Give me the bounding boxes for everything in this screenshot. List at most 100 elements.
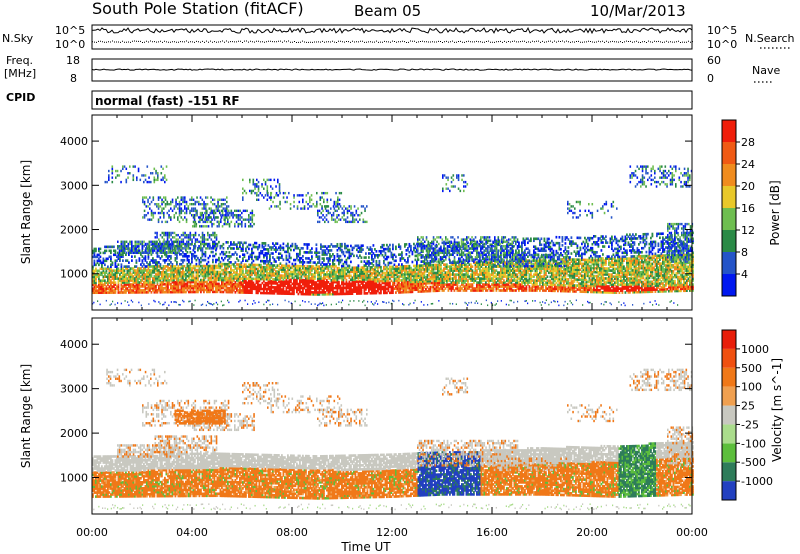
power-cell: [529, 249, 531, 252]
power-cell: [236, 253, 238, 256]
power-cell: [316, 243, 318, 246]
power-cell: [208, 261, 210, 264]
power-cell: [188, 259, 190, 262]
power-cell: [94, 260, 96, 263]
power-cell: [344, 255, 346, 258]
power-cell: [323, 257, 325, 260]
power-cell: [391, 262, 393, 265]
power-cell: [376, 250, 378, 253]
power-cell: [463, 251, 465, 254]
power-cell: [100, 248, 102, 251]
power-cell: [401, 251, 403, 254]
power-cell: [371, 248, 373, 251]
power-cell: [362, 244, 364, 247]
cpid-panel: CPID normal (fast) -151 RF: [6, 91, 692, 109]
power-cell: [122, 259, 124, 262]
power-cell: [400, 245, 402, 248]
power-cell: [292, 243, 294, 246]
power-cell: [380, 266, 382, 269]
power-cell: [548, 238, 550, 241]
power-cell: [302, 247, 304, 250]
power-cell: [395, 259, 397, 262]
power-cell: [176, 261, 178, 264]
power-cell: [443, 259, 445, 262]
power-cell: [290, 249, 292, 252]
power-cell: [239, 255, 241, 258]
power-cell: [349, 249, 351, 252]
power-cell: [389, 244, 391, 247]
power-cell: [223, 243, 225, 246]
freq-tick-bottom: 8: [70, 72, 77, 85]
nsky-label: N.Sky: [2, 32, 34, 45]
power-cell: [110, 250, 112, 253]
power-cell: [170, 255, 172, 258]
power-cell: [283, 243, 285, 246]
power-cell: [233, 247, 235, 250]
power-cell: [283, 247, 285, 250]
station-title: South Pole Station (fitACF): [92, 0, 304, 18]
power-cell: [358, 264, 360, 267]
power-cell: [247, 252, 249, 255]
power-cell: [115, 249, 117, 252]
nsearch-tick-bottom: 10^0: [707, 38, 737, 51]
power-cell: [245, 242, 247, 245]
power-cell: [134, 255, 136, 258]
power-cell: [259, 244, 261, 247]
power-cell: [212, 251, 214, 254]
power-cell: [308, 243, 310, 246]
nsky-tick-top: 10^5: [55, 24, 85, 37]
power-cell: [250, 244, 252, 247]
power-cell: [373, 244, 375, 247]
power-cell: [272, 252, 274, 255]
power-cell: [334, 255, 336, 258]
power-cell: [209, 255, 211, 258]
power-cell: [379, 260, 381, 263]
power-cell: [194, 251, 196, 254]
nsearch-label: N.Search: [745, 32, 795, 45]
power-cell: [215, 253, 217, 256]
power-cell: [160, 263, 162, 266]
power-cell: [191, 243, 193, 246]
freq-label-line2: [MHz]: [4, 67, 36, 80]
power-scatter: [92, 165, 694, 306]
power-cell: [145, 255, 147, 258]
nsearch-tick-top: 10^5: [707, 24, 737, 37]
power-cell: [184, 259, 186, 262]
power-cell: [104, 263, 106, 266]
power-cell: [316, 247, 318, 250]
power-cell: [410, 245, 412, 248]
power-cell: [265, 242, 267, 245]
power-cell: [244, 253, 246, 256]
power-cell: [121, 263, 123, 266]
power-cell: [139, 257, 141, 260]
radar-summary-figure: South Pole Station (fitACF) Beam 05 10/M…: [0, 0, 800, 554]
power-cell: [106, 250, 108, 253]
power-cell: [490, 239, 492, 242]
power-cell: [118, 263, 120, 266]
power-cell: [331, 249, 333, 252]
power-cell: [205, 259, 207, 262]
power-cell: [290, 257, 292, 260]
freq-panel: Freq. [MHz] 18 8 60 0 Nave: [4, 54, 780, 85]
power-cell: [349, 265, 351, 268]
power-cell: [496, 239, 498, 242]
power-cell: [115, 281, 117, 284]
power-cell: [392, 244, 394, 247]
power-cell: [302, 255, 304, 258]
power-cell: [226, 251, 228, 254]
power-cell: [187, 251, 189, 254]
power-cell: [311, 247, 313, 250]
power-cell: [227, 241, 229, 244]
power-cell: [205, 251, 207, 254]
power-cell: [541, 237, 543, 240]
power-cell: [131, 259, 133, 262]
power-cell: [337, 243, 339, 246]
power-cell: [311, 255, 313, 258]
power-cell: [353, 255, 355, 258]
power-cell: [110, 255, 112, 258]
power-cell: [544, 238, 546, 241]
power-cell: [289, 253, 291, 256]
power-cell: [395, 246, 397, 249]
power-cell: [347, 245, 349, 248]
power-cell: [218, 257, 220, 260]
